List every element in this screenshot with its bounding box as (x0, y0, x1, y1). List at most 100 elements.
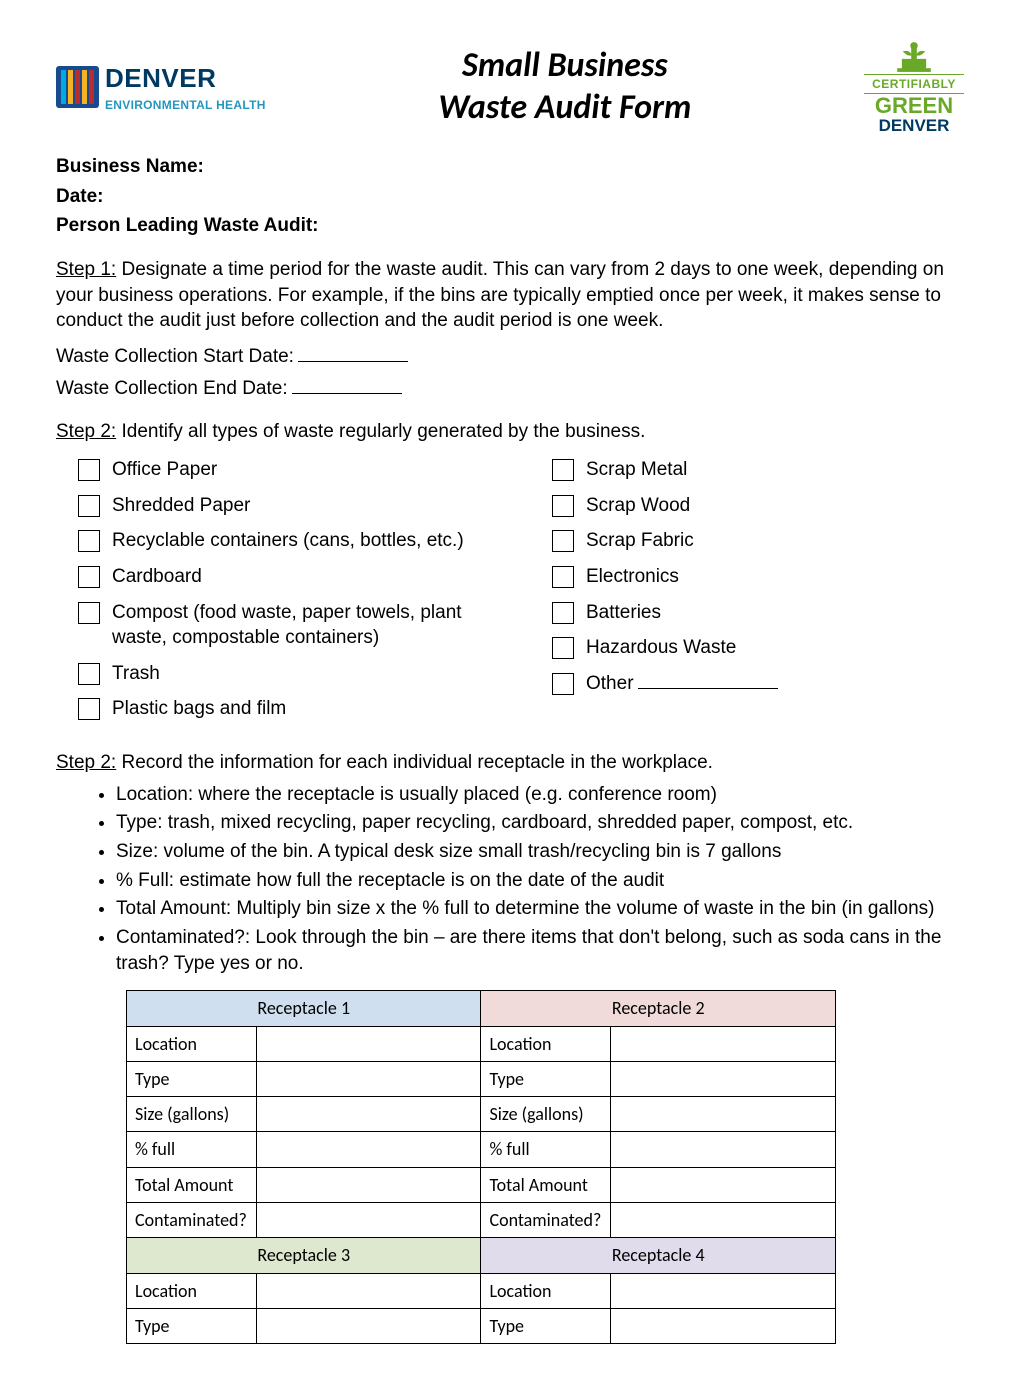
row-value[interactable] (611, 1202, 836, 1237)
waste-type-label: Scrap Metal (586, 457, 964, 483)
checkbox[interactable] (552, 495, 574, 517)
row-value[interactable] (256, 1167, 481, 1202)
waste-types-col-2: Scrap Metal Scrap Wood Scrap Fabric Electro… (530, 453, 964, 732)
waste-type-row: Compost (food waste, paper towels, plant… (78, 600, 490, 651)
checkbox[interactable] (552, 459, 574, 481)
row-value[interactable] (256, 1061, 481, 1096)
denver-logo-text: DENVER (105, 61, 266, 96)
certifiably-text: CERTIFIABLY (864, 74, 964, 94)
step-1-label: Step 1: (56, 259, 116, 280)
waste-type-label: Scrap Fabric (586, 528, 964, 554)
row-value[interactable] (256, 1308, 481, 1343)
step-2a-section: Step 2: Identify all types of waste regu… (56, 419, 964, 732)
receptacle-header: Receptacle 3 (127, 1238, 481, 1273)
waste-type-label: Hazardous Waste (586, 635, 964, 661)
waste-type-label: Office Paper (112, 457, 490, 483)
waste-type-row: Batteries (552, 600, 964, 626)
row-label: Location (127, 1026, 257, 1061)
checkbox[interactable] (78, 459, 100, 481)
checkbox[interactable] (552, 566, 574, 588)
green-text: GREEN (875, 95, 953, 117)
logo-bars-icon (56, 66, 99, 108)
step-2a-label: Step 2: (56, 421, 116, 442)
waste-type-row: Scrap Metal (552, 457, 964, 483)
checkbox[interactable] (552, 637, 574, 659)
row-value[interactable] (611, 1026, 836, 1061)
waste-type-label: Recyclable containers (cans, bottles, et… (112, 528, 490, 554)
row-label: Location (481, 1026, 611, 1061)
instruction-bullet: Total Amount: Multiply bin size x the % … (116, 896, 964, 922)
checkbox[interactable] (78, 602, 100, 624)
receptacle-instructions-list: Location: where the receptacle is usuall… (116, 782, 964, 976)
row-value[interactable] (256, 1132, 481, 1167)
instruction-bullet: Location: where the receptacle is usuall… (116, 782, 964, 808)
row-label: Location (481, 1273, 611, 1308)
checkbox[interactable] (552, 673, 574, 695)
page-header: DENVER ENVIRONMENTAL HEALTH Small Busine… (56, 40, 964, 134)
denver-logo: DENVER ENVIRONMENTAL HEALTH (56, 61, 266, 112)
waste-type-label: Plastic bags and film (112, 696, 490, 722)
row-label: Type (481, 1061, 611, 1096)
logo-bar (82, 70, 87, 104)
start-date-line: Waste Collection Start Date: (56, 344, 964, 370)
date-label: Date: (56, 184, 964, 210)
step-2a-text: Identify all types of waste regularly ge… (116, 421, 645, 442)
instruction-bullet: Size: volume of the bin. A typical desk … (116, 839, 964, 865)
receptacle-header: Receptacle 2 (481, 991, 836, 1026)
waste-type-row: Other (552, 671, 964, 697)
row-value[interactable] (611, 1167, 836, 1202)
waste-type-label: Compost (food waste, paper towels, plant… (112, 600, 490, 651)
end-date-input[interactable] (292, 393, 402, 394)
row-label: % full (127, 1132, 257, 1167)
row-label: Type (127, 1061, 257, 1096)
waste-type-label: Trash (112, 661, 490, 687)
instruction-bullet: Type: trash, mixed recycling, paper recy… (116, 810, 964, 836)
waste-type-label: Other (586, 671, 964, 697)
step-1-section: Step 1: Designate a time period for the … (56, 257, 964, 401)
start-date-input[interactable] (298, 361, 408, 362)
waste-type-row: Hazardous Waste (552, 635, 964, 661)
waste-type-label: Electronics (586, 564, 964, 590)
instruction-bullet: Contaminated?: Look through the bin – ar… (116, 925, 964, 976)
checkbox[interactable] (552, 602, 574, 624)
row-value[interactable] (256, 1097, 481, 1132)
end-date-line: Waste Collection End Date: (56, 376, 964, 402)
waste-type-row: Recyclable containers (cans, bottles, et… (78, 528, 490, 554)
row-label: Contaminated? (127, 1202, 257, 1237)
checkbox[interactable] (552, 530, 574, 552)
row-label: Total Amount (127, 1167, 257, 1202)
row-value[interactable] (611, 1061, 836, 1096)
row-label: Location (127, 1273, 257, 1308)
waste-type-row: Trash (78, 661, 490, 687)
denver2-text: DENVER (879, 117, 950, 134)
row-value[interactable] (256, 1202, 481, 1237)
row-value[interactable] (611, 1308, 836, 1343)
receptacle-header: Receptacle 1 (127, 991, 481, 1026)
receptacle-tables: Receptacle 1Receptacle 2LocationLocation… (126, 990, 836, 1344)
checkbox[interactable] (78, 530, 100, 552)
step-2b-text: Record the information for each individu… (116, 752, 713, 773)
waste-type-row: Office Paper (78, 457, 490, 483)
row-value[interactable] (256, 1026, 481, 1061)
row-label: Type (127, 1308, 257, 1343)
row-label: % full (481, 1132, 611, 1167)
plant-icon (886, 40, 942, 74)
other-input[interactable] (638, 688, 778, 689)
row-value[interactable] (611, 1132, 836, 1167)
person-leading-label: Person Leading Waste Audit: (56, 213, 964, 239)
step-2b-label: Step 2: (56, 752, 116, 773)
waste-type-label: Batteries (586, 600, 964, 626)
logo-bar (61, 70, 66, 104)
row-value[interactable] (611, 1273, 836, 1308)
row-value[interactable] (611, 1097, 836, 1132)
denver-logo-subtitle: ENVIRONMENTAL HEALTH (105, 97, 266, 113)
checkbox[interactable] (78, 698, 100, 720)
step-2b-section: Step 2: Record the information for each … (56, 750, 964, 1344)
row-value[interactable] (256, 1273, 481, 1308)
checkbox[interactable] (78, 495, 100, 517)
waste-type-row: Electronics (552, 564, 964, 590)
waste-type-row: Scrap Wood (552, 493, 964, 519)
checkbox[interactable] (78, 566, 100, 588)
waste-type-row: Plastic bags and film (78, 696, 490, 722)
checkbox[interactable] (78, 663, 100, 685)
